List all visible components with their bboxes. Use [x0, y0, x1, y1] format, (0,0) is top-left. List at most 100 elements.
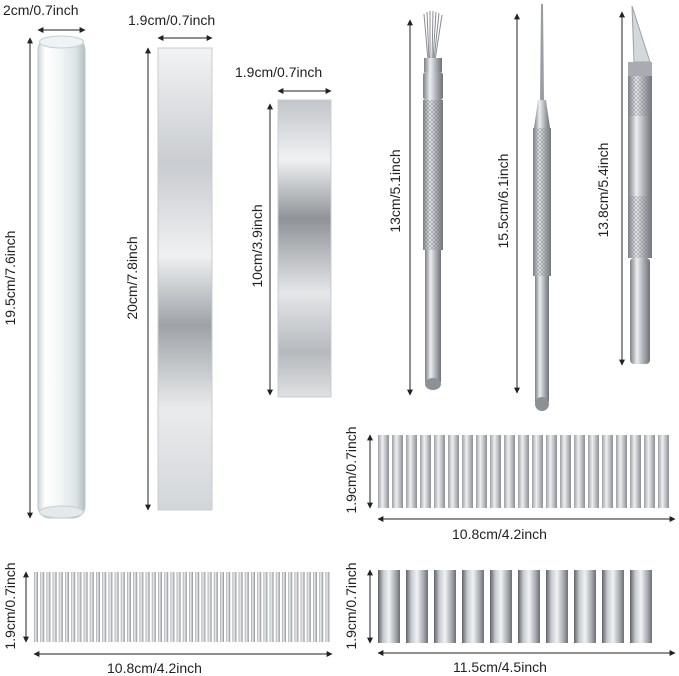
fine-texture-bar [120, 572, 125, 642]
fine-texture-bar [46, 572, 51, 642]
fine-texture-bar [108, 572, 113, 642]
fine-texture-bar [213, 572, 218, 642]
fine-texture-bar-group [23, 571, 333, 657]
fine-texture-bar [288, 572, 293, 642]
fine-texture-bar [139, 572, 144, 642]
fine-texture-width-label: 10.8cm/4.2inch [107, 660, 202, 676]
fine-texture-bar [77, 572, 82, 642]
short-metal-strip [267, 88, 332, 398]
fine-texture-bar [65, 572, 69, 642]
fine-texture-bar [34, 572, 38, 642]
mid-texture-bar [574, 435, 585, 508]
fine-texture-bar [275, 572, 280, 642]
fine-texture-bar [238, 572, 243, 642]
wide-texture-bar-group [367, 569, 676, 656]
acrylic-rolling-rod [27, 27, 86, 519]
mid-texture-bar [532, 435, 543, 508]
fine-texture-bar [89, 572, 94, 642]
mid-texture-bar [378, 435, 389, 508]
mid-texture-bar [644, 435, 655, 508]
fine-texture-bar [195, 572, 200, 642]
rod-length-label: 19.5cm/7.6inch [2, 230, 18, 326]
fine-texture-bar [319, 572, 324, 642]
mid-texture-bar [518, 435, 529, 508]
mid-texture-bar [420, 435, 431, 508]
mid-texture-bar [504, 435, 515, 508]
mid-texture-bar-group [367, 434, 676, 522]
fine-texture-bar [58, 572, 63, 642]
fine-texture-bar [282, 572, 286, 642]
fine-texture-bar [257, 572, 262, 642]
wide-texture-bar [518, 570, 540, 643]
mid-texture-bar [434, 435, 445, 508]
mid-texture-bar [588, 435, 599, 508]
fine-texture-bar [207, 572, 212, 642]
wide-texture-bar [574, 570, 596, 643]
fine-texture-bar [158, 572, 162, 642]
wide-texture-bar [406, 570, 428, 643]
feather-tool-length-label: 13cm/5.1inch [387, 149, 403, 233]
mid-texture-width-label: 10.8cm/4.2inch [452, 526, 547, 542]
mid-texture-bar [476, 435, 487, 508]
wide-texture-bar [490, 570, 512, 643]
fine-texture-bar [133, 572, 138, 642]
mid-texture-bar [406, 435, 417, 508]
wide-texture-bar [462, 570, 484, 643]
fine-texture-bar [164, 572, 169, 642]
fine-texture-bar [127, 572, 131, 642]
fine-texture-bar [176, 572, 181, 642]
fine-texture-bar [52, 572, 57, 642]
fine-texture-bar [182, 572, 187, 642]
fine-texture-bar [189, 572, 193, 642]
wide-texture-bar [602, 570, 624, 643]
mid-texture-bar [462, 435, 473, 508]
wide-texture-bar [630, 570, 652, 643]
fine-texture-bar [232, 572, 237, 642]
knife-length-label: 13.8cm/5.4inch [595, 142, 611, 238]
needle-tool [514, 4, 551, 411]
fine-texture-bar [83, 572, 88, 642]
fine-texture-bar [294, 572, 299, 642]
mid-texture-height-label: 1.9cm/0.7inch [343, 426, 359, 514]
wide-texture-bar [434, 570, 456, 643]
wide-texture-height-label: 1.9cm/0.7inch [343, 562, 359, 650]
needle-tool-length-label: 15.5cm/6.1inch [495, 153, 511, 249]
rod-width-label: 2cm/0.7inch [3, 2, 79, 18]
long-metal-strip [145, 35, 213, 511]
mid-texture-bar [658, 435, 669, 508]
fine-texture-bar [102, 572, 107, 642]
fine-texture-bar [145, 572, 150, 642]
mid-texture-bar [616, 435, 627, 508]
short-strip-length-label: 10cm/3.9inch [249, 204, 265, 288]
fine-texture-bar [244, 572, 249, 642]
fine-texture-bar [269, 572, 274, 642]
fine-texture-bar [313, 572, 317, 642]
fine-texture-bar [151, 572, 156, 642]
wide-texture-bar [378, 570, 400, 643]
fine-texture-bar [40, 572, 45, 642]
mid-texture-bar [448, 435, 459, 508]
fine-texture-bar [251, 572, 255, 642]
fine-texture-bar [263, 572, 268, 642]
fine-texture-bar [71, 572, 76, 642]
fine-texture-bar [220, 572, 224, 642]
fine-texture-bar [170, 572, 175, 642]
wide-texture-width-label: 11.5cm/4.5inch [453, 659, 547, 675]
fine-texture-bar [325, 572, 330, 642]
mid-texture-bar [602, 435, 613, 508]
craft-knife [619, 5, 652, 366]
fine-texture-bar [201, 572, 206, 642]
mid-texture-bar [392, 435, 403, 508]
mid-texture-bar [560, 435, 571, 508]
feather-texture-tool [407, 10, 443, 396]
short-strip-width-label: 1.9cm/0.7inch [235, 64, 323, 80]
fine-texture-bar [96, 572, 100, 642]
fine-texture-bar [226, 572, 231, 642]
mid-texture-bar [490, 435, 501, 508]
mid-texture-bar [546, 435, 557, 508]
wide-texture-bar [546, 570, 568, 643]
fine-texture-bar [114, 572, 119, 642]
fine-texture-bar [306, 572, 311, 642]
long-strip-length-label: 20cm/7.8inch [124, 236, 140, 320]
